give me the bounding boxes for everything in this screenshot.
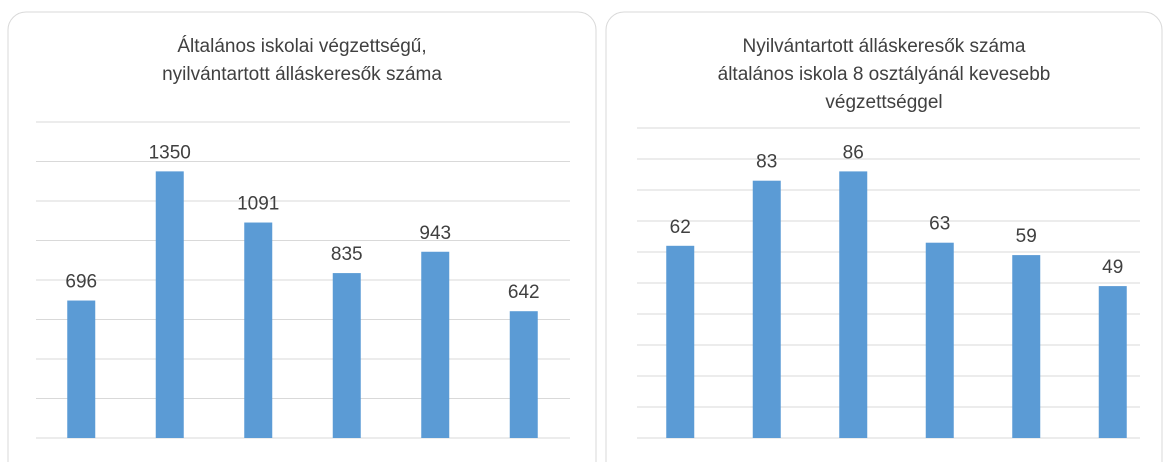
chart-title: Általános iskolai végzettségű, xyxy=(177,36,426,57)
data-label: 835 xyxy=(331,244,363,265)
data-label: 1350 xyxy=(149,142,191,163)
bar xyxy=(244,222,273,438)
chart-title: általános iskola 8 osztályánál kevesebb xyxy=(718,64,1051,85)
chart-title: nyilvántartott álláskeresők száma xyxy=(162,64,442,85)
bar xyxy=(509,311,538,438)
data-label: 86 xyxy=(843,142,864,163)
chart-title: végzettséggel xyxy=(825,92,942,113)
data-label: 642 xyxy=(508,282,540,303)
data-label: 83 xyxy=(756,152,777,173)
data-label: 62 xyxy=(670,217,691,238)
data-label: 59 xyxy=(1016,226,1037,247)
chart-title: Nyilvántartott álláskeresők száma xyxy=(743,36,1026,57)
bar xyxy=(67,300,96,438)
data-label: 696 xyxy=(65,272,97,293)
bar xyxy=(752,180,781,438)
data-label: 943 xyxy=(419,223,451,244)
bar xyxy=(155,171,184,438)
bar xyxy=(1012,255,1041,438)
bar xyxy=(839,171,868,438)
bar xyxy=(666,245,695,438)
bar xyxy=(925,242,954,438)
bar xyxy=(332,273,361,438)
data-label: 63 xyxy=(929,214,950,235)
bar xyxy=(1098,286,1127,438)
data-label: 49 xyxy=(1102,257,1123,278)
data-label: 1091 xyxy=(237,194,279,215)
bar xyxy=(421,251,450,438)
